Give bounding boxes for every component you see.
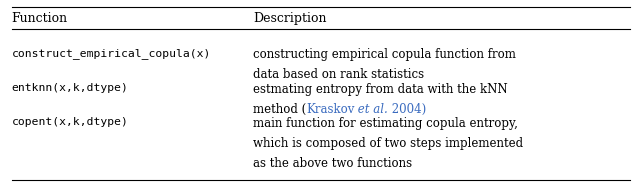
Text: Description: Description xyxy=(253,12,326,25)
Text: copent(x,k,dtype): copent(x,k,dtype) xyxy=(12,117,129,127)
Text: constructing empirical copula function from: constructing empirical copula function f… xyxy=(253,48,516,61)
Text: method (: method ( xyxy=(253,103,306,116)
Text: which is composed of two steps implemented: which is composed of two steps implement… xyxy=(253,137,523,150)
Text: main function for estimating copula entropy,: main function for estimating copula entr… xyxy=(253,117,518,130)
Text: estmating entropy from data with the kNN: estmating entropy from data with the kNN xyxy=(253,83,508,96)
Text: 2004): 2004) xyxy=(388,103,426,116)
Text: construct_empirical_copula(x): construct_empirical_copula(x) xyxy=(12,48,211,59)
Text: Function: Function xyxy=(12,12,68,25)
Text: as the above two functions: as the above two functions xyxy=(253,157,412,170)
Text: data based on rank statistics: data based on rank statistics xyxy=(253,68,424,81)
Text: entknn(x,k,dtype): entknn(x,k,dtype) xyxy=(12,83,129,93)
Text: Kraskov: Kraskov xyxy=(306,103,355,116)
Text: et al.: et al. xyxy=(355,103,388,116)
